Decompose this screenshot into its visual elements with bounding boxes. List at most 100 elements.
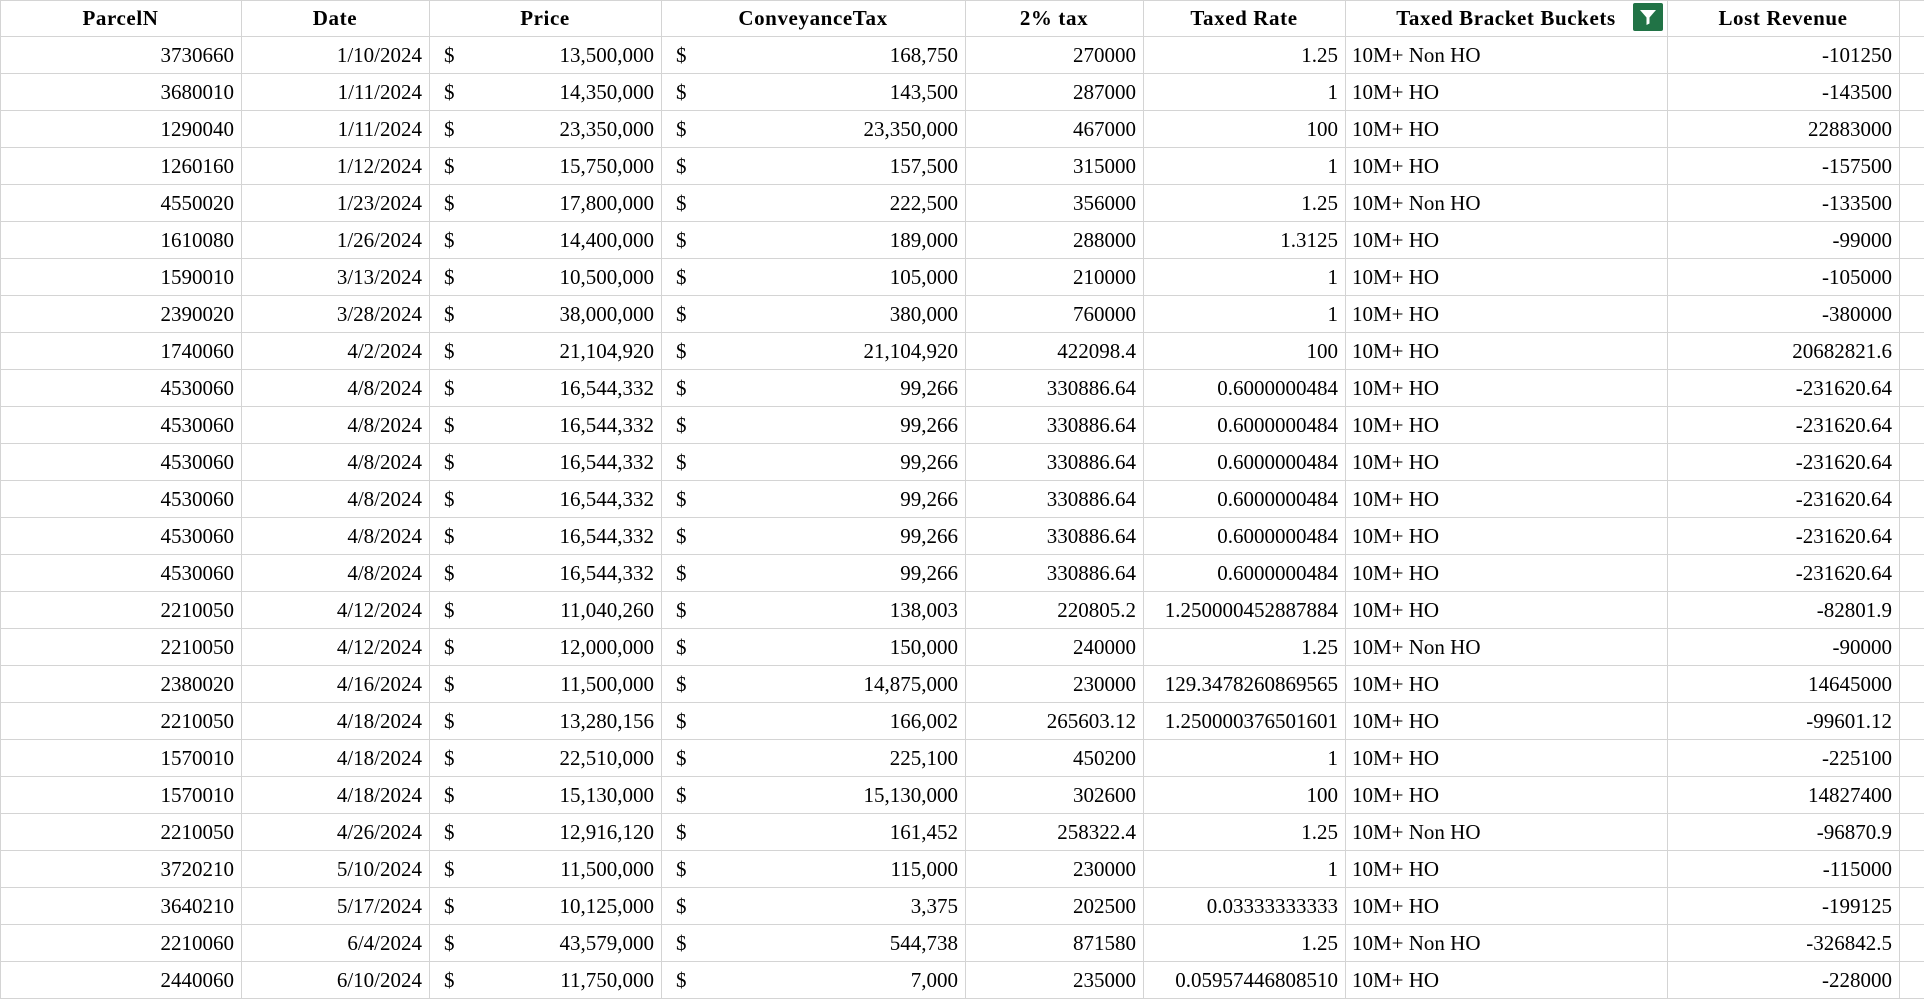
cell-taxed-bracket-bucket[interactable]: 10M+ HO <box>1345 961 1668 999</box>
cell-price[interactable]: $13,500,000 <box>429 36 662 74</box>
cell-conveyance-tax[interactable]: $138,003 <box>661 591 966 629</box>
cell-2pct-tax[interactable]: 258322.4 <box>965 813 1144 851</box>
header-taxed-rate[interactable]: Taxed Rate <box>1143 0 1346 37</box>
cell-taxed-bracket-bucket[interactable]: 10M+ Non HO <box>1345 628 1668 666</box>
cell-lost-revenue[interactable]: -157500 <box>1667 147 1900 185</box>
cell-2pct-tax[interactable]: 330886.64 <box>965 406 1144 444</box>
cell-2pct-tax[interactable]: 270000 <box>965 36 1144 74</box>
cell-price[interactable]: $16,544,332 <box>429 369 662 407</box>
cell-conveyance-tax[interactable]: $21,104,920 <box>661 332 966 370</box>
cell-empty[interactable] <box>1899 850 1924 888</box>
cell-price[interactable]: $16,544,332 <box>429 406 662 444</box>
cell-taxed-bracket-bucket[interactable]: 10M+ HO <box>1345 147 1668 185</box>
cell-parcel[interactable]: 1610080 <box>0 221 242 259</box>
cell-empty[interactable] <box>1899 924 1924 962</box>
cell-2pct-tax[interactable]: 202500 <box>965 887 1144 925</box>
cell-conveyance-tax[interactable]: $225,100 <box>661 739 966 777</box>
cell-parcel[interactable]: 2210050 <box>0 702 242 740</box>
cell-conveyance-tax[interactable]: $3,375 <box>661 887 966 925</box>
cell-taxed-rate[interactable]: 1 <box>1143 258 1346 296</box>
cell-conveyance-tax[interactable]: $168,750 <box>661 36 966 74</box>
cell-date[interactable]: 6/4/2024 <box>241 924 430 962</box>
cell-price[interactable]: $43,579,000 <box>429 924 662 962</box>
cell-lost-revenue[interactable]: -231620.64 <box>1667 369 1900 407</box>
cell-date[interactable]: 4/2/2024 <box>241 332 430 370</box>
cell-parcel[interactable]: 2380020 <box>0 665 242 703</box>
cell-taxed-bracket-bucket[interactable]: 10M+ HO <box>1345 221 1668 259</box>
cell-price[interactable]: $11,500,000 <box>429 665 662 703</box>
cell-conveyance-tax[interactable]: $99,266 <box>661 480 966 518</box>
cell-2pct-tax[interactable]: 330886.64 <box>965 554 1144 592</box>
cell-parcel[interactable]: 2210050 <box>0 628 242 666</box>
cell-parcel[interactable]: 4550020 <box>0 184 242 222</box>
cell-2pct-tax[interactable]: 422098.4 <box>965 332 1144 370</box>
cell-date[interactable]: 4/8/2024 <box>241 369 430 407</box>
cell-taxed-rate[interactable]: 0.6000000484 <box>1143 406 1346 444</box>
cell-empty[interactable] <box>1899 36 1924 74</box>
cell-price[interactable]: $11,040,260 <box>429 591 662 629</box>
cell-taxed-rate[interactable]: 1.3125 <box>1143 221 1346 259</box>
cell-price[interactable]: $10,500,000 <box>429 258 662 296</box>
cell-date[interactable]: 4/8/2024 <box>241 406 430 444</box>
cell-lost-revenue[interactable]: -380000 <box>1667 295 1900 333</box>
cell-conveyance-tax[interactable]: $544,738 <box>661 924 966 962</box>
cell-price[interactable]: $10,125,000 <box>429 887 662 925</box>
cell-taxed-bracket-bucket[interactable]: 10M+ HO <box>1345 332 1668 370</box>
cell-empty[interactable] <box>1899 776 1924 814</box>
cell-empty[interactable] <box>1899 517 1924 555</box>
cell-empty[interactable] <box>1899 258 1924 296</box>
cell-lost-revenue[interactable]: -225100 <box>1667 739 1900 777</box>
cell-taxed-bracket-bucket[interactable]: 10M+ HO <box>1345 554 1668 592</box>
cell-price[interactable]: $16,544,332 <box>429 517 662 555</box>
cell-empty[interactable] <box>1899 628 1924 666</box>
cell-price[interactable]: $13,280,156 <box>429 702 662 740</box>
cell-taxed-bracket-bucket[interactable]: 10M+ HO <box>1345 591 1668 629</box>
cell-price[interactable]: $15,750,000 <box>429 147 662 185</box>
cell-taxed-bracket-bucket[interactable]: 10M+ HO <box>1345 110 1668 148</box>
cell-parcel[interactable]: 2210050 <box>0 813 242 851</box>
cell-taxed-bracket-bucket[interactable]: 10M+ HO <box>1345 665 1668 703</box>
cell-taxed-bracket-bucket[interactable]: 10M+ HO <box>1345 258 1668 296</box>
cell-date[interactable]: 4/8/2024 <box>241 443 430 481</box>
cell-empty[interactable] <box>1899 739 1924 777</box>
cell-taxed-rate[interactable]: 1.250000376501601 <box>1143 702 1346 740</box>
cell-date[interactable]: 3/13/2024 <box>241 258 430 296</box>
cell-date[interactable]: 1/12/2024 <box>241 147 430 185</box>
cell-2pct-tax[interactable]: 230000 <box>965 665 1144 703</box>
cell-2pct-tax[interactable]: 210000 <box>965 258 1144 296</box>
cell-empty[interactable] <box>1899 295 1924 333</box>
cell-2pct-tax[interactable]: 330886.64 <box>965 443 1144 481</box>
cell-conveyance-tax[interactable]: $380,000 <box>661 295 966 333</box>
cell-taxed-bracket-bucket[interactable]: 10M+ HO <box>1345 406 1668 444</box>
cell-date[interactable]: 4/8/2024 <box>241 517 430 555</box>
cell-2pct-tax[interactable]: 220805.2 <box>965 591 1144 629</box>
cell-price[interactable]: $12,916,120 <box>429 813 662 851</box>
header-empty[interactable] <box>1899 0 1924 37</box>
cell-conveyance-tax[interactable]: $14,875,000 <box>661 665 966 703</box>
cell-date[interactable]: 4/12/2024 <box>241 591 430 629</box>
cell-conveyance-tax[interactable]: $23,350,000 <box>661 110 966 148</box>
cell-2pct-tax[interactable]: 330886.64 <box>965 480 1144 518</box>
cell-empty[interactable] <box>1899 665 1924 703</box>
cell-taxed-rate[interactable]: 0.6000000484 <box>1143 369 1346 407</box>
cell-lost-revenue[interactable]: 14645000 <box>1667 665 1900 703</box>
cell-parcel[interactable]: 4530060 <box>0 443 242 481</box>
cell-parcel[interactable]: 4530060 <box>0 517 242 555</box>
cell-taxed-bracket-bucket[interactable]: 10M+ HO <box>1345 887 1668 925</box>
cell-lost-revenue[interactable]: -99000 <box>1667 221 1900 259</box>
cell-taxed-bracket-bucket[interactable]: 10M+ Non HO <box>1345 813 1668 851</box>
cell-date[interactable]: 4/18/2024 <box>241 776 430 814</box>
cell-empty[interactable] <box>1899 184 1924 222</box>
cell-2pct-tax[interactable]: 871580 <box>965 924 1144 962</box>
cell-date[interactable]: 5/17/2024 <box>241 887 430 925</box>
cell-2pct-tax[interactable]: 356000 <box>965 184 1144 222</box>
cell-parcel[interactable]: 3640210 <box>0 887 242 925</box>
cell-empty[interactable] <box>1899 443 1924 481</box>
cell-2pct-tax[interactable]: 240000 <box>965 628 1144 666</box>
cell-taxed-bracket-bucket[interactable]: 10M+ HO <box>1345 776 1668 814</box>
cell-parcel[interactable]: 1290040 <box>0 110 242 148</box>
cell-taxed-rate[interactable]: 129.3478260869565 <box>1143 665 1346 703</box>
cell-lost-revenue[interactable]: -99601.12 <box>1667 702 1900 740</box>
cell-taxed-rate[interactable]: 1 <box>1143 739 1346 777</box>
cell-lost-revenue[interactable]: -231620.64 <box>1667 406 1900 444</box>
